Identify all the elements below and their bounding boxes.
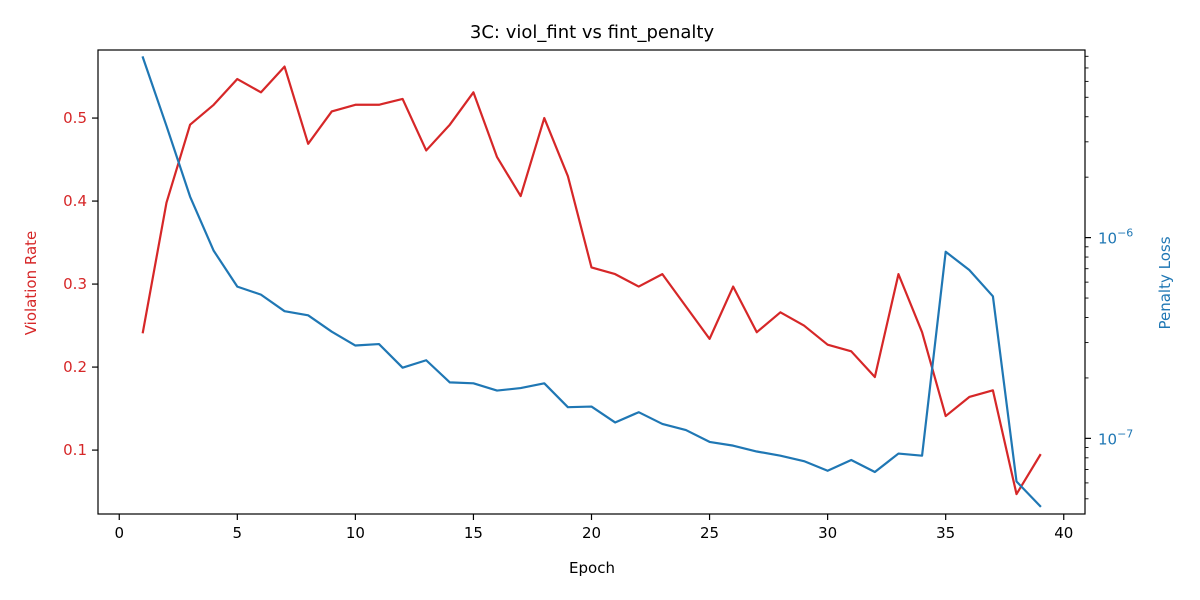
left-y-tick-label: 0.1 [63, 441, 87, 459]
right-y-tick-label: 10−7 [1098, 427, 1133, 448]
left-y-tick-label: 0.5 [63, 109, 87, 127]
x-tick-label: 30 [818, 524, 837, 542]
right-y-axis-title: Penalty Loss [1156, 236, 1174, 329]
x-tick-label: 15 [464, 524, 483, 542]
x-tick-label: 35 [936, 524, 955, 542]
plot-frame [97, 49, 1086, 515]
x-axis-title: Epoch [569, 559, 615, 577]
x-tick-label: 40 [1054, 524, 1073, 542]
x-tick-label: 20 [582, 524, 601, 542]
x-tick-label: 25 [700, 524, 719, 542]
series-line-violation-rate [141, 65, 1042, 496]
x-tick-label: 10 [346, 524, 365, 542]
series-line-penalty-loss [141, 56, 1042, 508]
chart-title: 3C: viol_fint vs fint_penalty [470, 22, 715, 43]
x-tick-label: 5 [233, 524, 243, 542]
left-y-tick-label: 0.2 [63, 358, 87, 376]
left-y-axis-title: Violation Rate [22, 231, 40, 336]
x-tick-label: 0 [114, 524, 124, 542]
left-y-tick-label: 0.4 [63, 192, 87, 210]
left-y-tick-label: 0.3 [63, 275, 87, 293]
plot-area: 0 5 10 15 20 25 30 35 40 0.1 0.2 0.3 0.4 0.5 10−7 10−6 [63, 49, 1133, 542]
right-y-tick-label: 10−6 [1098, 227, 1133, 248]
